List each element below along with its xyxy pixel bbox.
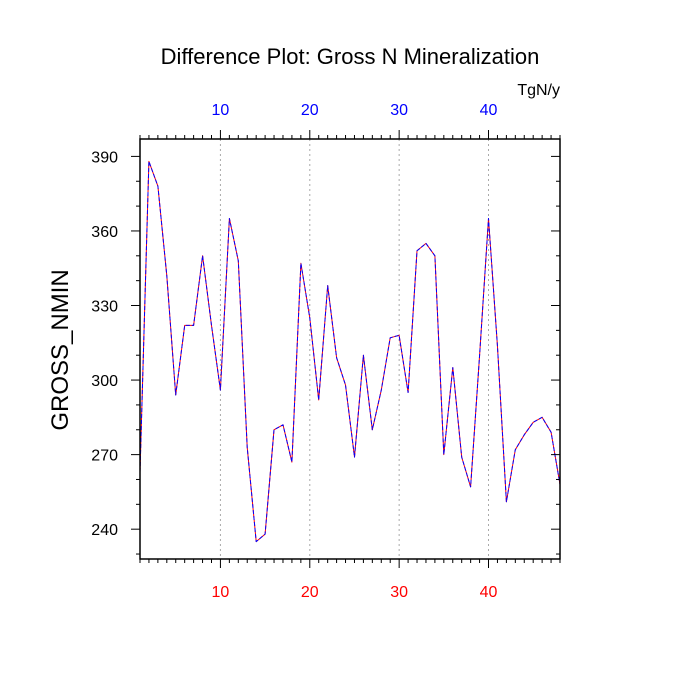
x-tick-label-bottom-30: 30 xyxy=(390,584,408,601)
grid-lines xyxy=(219,139,490,559)
x-tick-label-top-40: 40 xyxy=(480,102,498,119)
units-label: TgN/y xyxy=(517,82,560,99)
x-tick-label-top-30: 30 xyxy=(390,102,408,119)
series-lines xyxy=(139,160,561,543)
y-axis-label: GROSS_NMIN xyxy=(47,269,74,430)
tick-labels: 10 10 20 20 30 30 40 40 240 270 300 330 360 390 xyxy=(91,102,497,601)
x-tick-label-top-20: 20 xyxy=(301,102,319,119)
y-tick-label-330: 330 xyxy=(91,299,118,316)
series-line-1 xyxy=(139,160,561,543)
series-line-2 xyxy=(139,160,561,543)
y-tick-label-390: 390 xyxy=(91,149,118,166)
x-tick-label-bottom-40: 40 xyxy=(480,584,498,601)
x-tick-label-bottom-20: 20 xyxy=(301,584,319,601)
chart-title: Difference Plot: Gross N Mineralization xyxy=(161,44,540,69)
y-tick-label-240: 240 xyxy=(91,522,118,539)
x-tick-label-top-10: 10 xyxy=(212,102,230,119)
y-tick-label-360: 360 xyxy=(91,224,118,241)
y-tick-label-300: 300 xyxy=(91,373,118,390)
axis-ticks xyxy=(131,130,561,568)
y-tick-label-270: 270 xyxy=(91,448,118,465)
plot-frame xyxy=(139,138,561,560)
x-tick-label-bottom-10: 10 xyxy=(212,584,230,601)
